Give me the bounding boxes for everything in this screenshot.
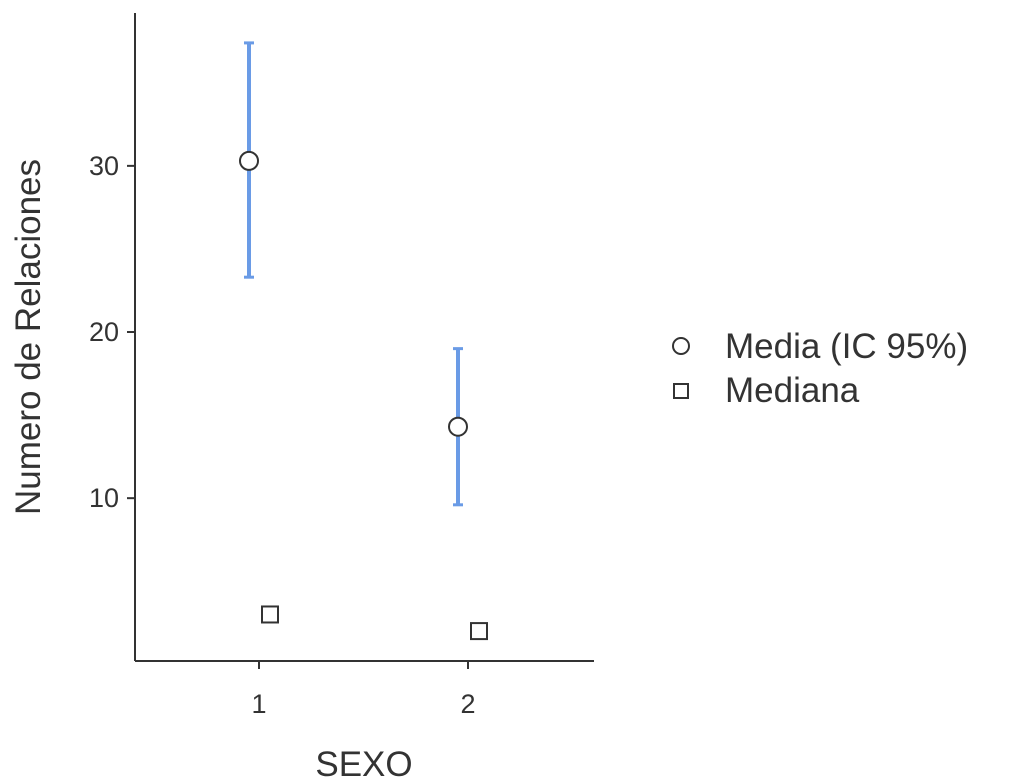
error-bars (244, 41, 463, 507)
x-axis-title: SEXO (315, 745, 412, 780)
median-points (261, 605, 488, 641)
mean-point (448, 416, 468, 437)
legend: Media (IC 95%) Mediana (672, 327, 968, 410)
x-tick-label: 1 (251, 689, 266, 719)
legend-median-label: Mediana (725, 371, 860, 410)
y-tick-label: 20 (89, 317, 119, 347)
legend-median-icon (673, 383, 689, 399)
median-point (261, 605, 279, 624)
x-tick-label: 2 (460, 689, 475, 719)
y-axis-title: Numero de Relaciones (9, 159, 48, 515)
y-tick-label: 30 (89, 151, 119, 181)
mean-point (239, 150, 259, 171)
median-point (470, 622, 488, 641)
legend-mean-label: Media (IC 95%) (725, 327, 968, 366)
legend-mean-icon (672, 337, 690, 355)
y-ticks: 10 20 30 (89, 151, 135, 513)
y-tick-label: 10 (89, 483, 119, 513)
mean-points (239, 150, 468, 437)
axes (134, 13, 594, 662)
